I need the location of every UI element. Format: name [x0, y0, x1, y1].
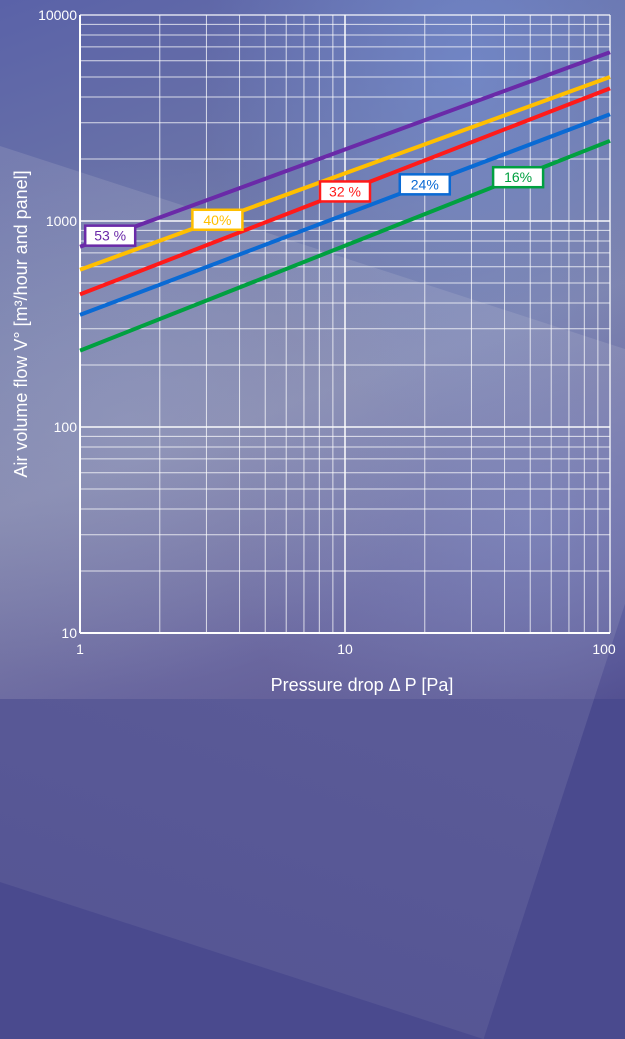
series-label: 53 % — [83, 224, 137, 247]
y-tick-label: 1000 — [46, 213, 77, 229]
series-label: 40% — [191, 208, 244, 232]
series-label-text: 24% — [411, 176, 439, 192]
axes — [79, 15, 610, 634]
x-tick-label: 1 — [76, 641, 84, 657]
y-tick-label: 100 — [54, 419, 78, 435]
series-label-box — [318, 180, 372, 203]
grid — [79, 14, 611, 634]
series-line — [79, 75, 611, 272]
series-label: 32 % — [318, 180, 372, 203]
series-label-box — [83, 224, 137, 247]
series-label: 24% — [398, 173, 452, 196]
series-label-text: 40% — [203, 212, 231, 228]
background-photo — [0, 0, 625, 699]
series-line — [79, 112, 611, 317]
x-tick-label: 100 — [592, 641, 616, 657]
series-label: 16% — [491, 165, 545, 189]
series-labels: 53 % 40% 32 % 24% 16% — [83, 165, 545, 247]
y-tick-label: 10 — [61, 625, 77, 641]
y-axis-title: Air volume flow V° [m³/hour and panel] — [11, 170, 31, 477]
x-tick-label: 10 — [337, 641, 353, 657]
series-label-box — [191, 208, 244, 232]
series-label-text: 53 % — [94, 228, 126, 244]
series-label-text: 32 % — [329, 183, 361, 199]
x-axis-title: Pressure drop Δ P [Pa] — [271, 675, 454, 695]
series-label-text: 16% — [504, 169, 532, 185]
series-label-box — [491, 165, 545, 189]
series-label-box — [398, 173, 452, 196]
series-line — [79, 50, 611, 249]
y-tick-label: 10000 — [38, 7, 77, 23]
